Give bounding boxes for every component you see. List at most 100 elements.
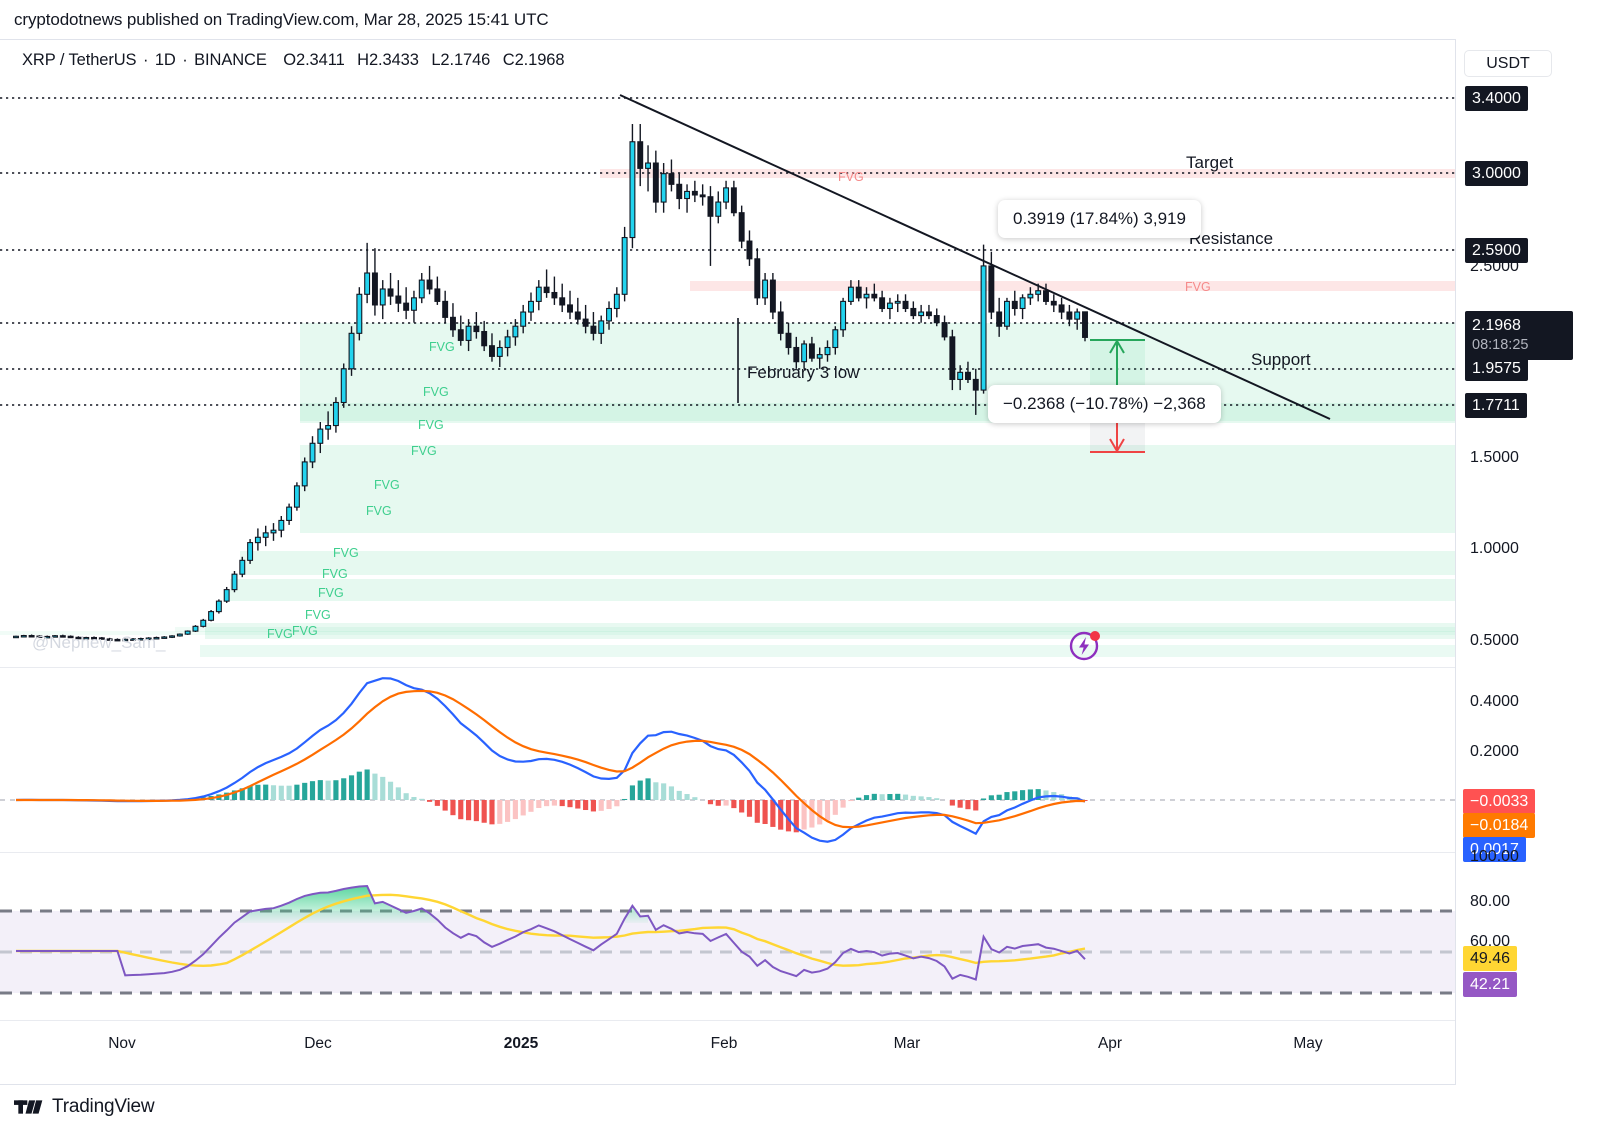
candle bbox=[777, 311, 784, 334]
candle bbox=[75, 636, 82, 640]
candle bbox=[169, 635, 176, 638]
macd-bar bbox=[731, 800, 737, 809]
candle bbox=[473, 325, 480, 333]
candle bbox=[863, 293, 870, 299]
macd-bar bbox=[723, 800, 729, 806]
candle bbox=[293, 485, 300, 508]
fvg-label: FVG bbox=[322, 567, 348, 581]
legend-symbol[interactable]: XRP / TetherUS bbox=[22, 51, 137, 69]
candle bbox=[200, 619, 207, 627]
candle bbox=[59, 635, 66, 638]
candle bbox=[449, 316, 456, 331]
macd-bar bbox=[1020, 790, 1026, 800]
macd-line bbox=[15, 677, 1086, 843]
time-label-Dec: Dec bbox=[304, 1035, 332, 1052]
legend-sep-2: · bbox=[182, 51, 188, 69]
fvg-label: FVG bbox=[838, 170, 864, 184]
macd-bar bbox=[278, 785, 284, 800]
candlestick-series bbox=[13, 124, 1088, 642]
macd-bar bbox=[286, 785, 292, 800]
candle bbox=[567, 304, 573, 313]
legend-interval[interactable]: 1D bbox=[154, 51, 176, 69]
candle bbox=[457, 329, 464, 341]
macd-bar bbox=[715, 800, 721, 806]
macd-bar bbox=[606, 800, 612, 810]
candle bbox=[691, 190, 698, 196]
candle bbox=[348, 332, 355, 370]
axis-label-25900: 2.5900 bbox=[1465, 238, 1528, 263]
fvg-label: FVG bbox=[418, 418, 444, 432]
candle bbox=[145, 637, 152, 640]
author-watermark: @Nephew_Sam_ bbox=[32, 633, 166, 652]
candle bbox=[816, 354, 823, 359]
macd-bar bbox=[895, 793, 901, 800]
time-label-Nov: Nov bbox=[108, 1035, 136, 1052]
candle bbox=[715, 201, 722, 217]
lightning-badge-icon[interactable] bbox=[1068, 628, 1102, 662]
macd-bar bbox=[926, 797, 932, 800]
candle bbox=[1035, 290, 1042, 295]
candle bbox=[192, 625, 199, 632]
rsi-line bbox=[16, 884, 1086, 981]
macd-bar bbox=[442, 800, 448, 811]
macd-bar bbox=[770, 800, 776, 827]
candle bbox=[723, 187, 730, 203]
symbol-legend[interactable]: XRP / TetherUS · 1D · BINANCE O2.3411 H2… bbox=[22, 51, 566, 70]
candle bbox=[1050, 300, 1057, 306]
macd-bar bbox=[372, 773, 378, 800]
candle bbox=[707, 196, 714, 217]
candle bbox=[434, 288, 441, 302]
candle bbox=[286, 506, 293, 521]
macd-bar bbox=[450, 800, 456, 816]
macd-bar bbox=[1012, 791, 1018, 800]
candle bbox=[535, 286, 542, 302]
macd-bar bbox=[458, 800, 464, 820]
macd-bar bbox=[778, 800, 784, 830]
legend-low: L2.1746 bbox=[431, 51, 491, 69]
macd-chart-svg bbox=[0, 677, 1455, 843]
macd-bar bbox=[512, 800, 518, 820]
fvg-label: FVG bbox=[411, 444, 437, 458]
macd-bar bbox=[559, 800, 565, 807]
axis-label-4221: 42.21 bbox=[1463, 972, 1518, 997]
macd-pane[interactable] bbox=[0, 667, 1455, 850]
candle bbox=[528, 300, 534, 313]
price-pane[interactable]: Target Resistance Support February 3 low bbox=[0, 85, 1455, 665]
time-label-Feb: Feb bbox=[710, 1035, 738, 1052]
macd-bar bbox=[387, 781, 394, 800]
axis-label-00033: −0.0033 bbox=[1463, 789, 1536, 814]
candle bbox=[645, 162, 652, 169]
macd-bar bbox=[879, 794, 885, 800]
candle bbox=[1043, 290, 1049, 302]
publisher-line: cryptodotnews published on TradingView.c… bbox=[14, 10, 549, 29]
candle bbox=[98, 637, 105, 640]
axis-label-05000: 0.5000 bbox=[1470, 632, 1519, 649]
candle bbox=[910, 307, 917, 317]
macd-bar bbox=[848, 800, 854, 802]
candle bbox=[902, 300, 909, 310]
macd-bar bbox=[356, 771, 362, 800]
rsi-pane[interactable] bbox=[0, 852, 1455, 1020]
axis-label-8000: 80.00 bbox=[1470, 893, 1511, 910]
candle bbox=[481, 330, 488, 347]
candle bbox=[1074, 311, 1081, 320]
macd-bar bbox=[887, 794, 893, 800]
candle bbox=[840, 300, 847, 331]
macd-bar bbox=[294, 784, 300, 800]
time-axis[interactable] bbox=[0, 1020, 1455, 1085]
macd-bar bbox=[309, 781, 316, 800]
price-scale[interactable]: USDT bbox=[1455, 39, 1600, 1085]
macd-bar bbox=[1043, 790, 1049, 800]
macd-bar bbox=[637, 780, 643, 800]
legend-sep-1: · bbox=[142, 51, 149, 69]
candle bbox=[122, 638, 129, 642]
fvg-label: FVG bbox=[374, 478, 400, 492]
fvg-label: FVG bbox=[267, 627, 293, 641]
candle bbox=[52, 635, 58, 638]
candle bbox=[746, 240, 753, 260]
time-label-Mar: Mar bbox=[893, 1035, 921, 1052]
macd-bar bbox=[325, 780, 331, 800]
macd-bar bbox=[653, 782, 659, 800]
candle bbox=[504, 336, 511, 349]
fvg-label: FVG bbox=[333, 546, 359, 560]
